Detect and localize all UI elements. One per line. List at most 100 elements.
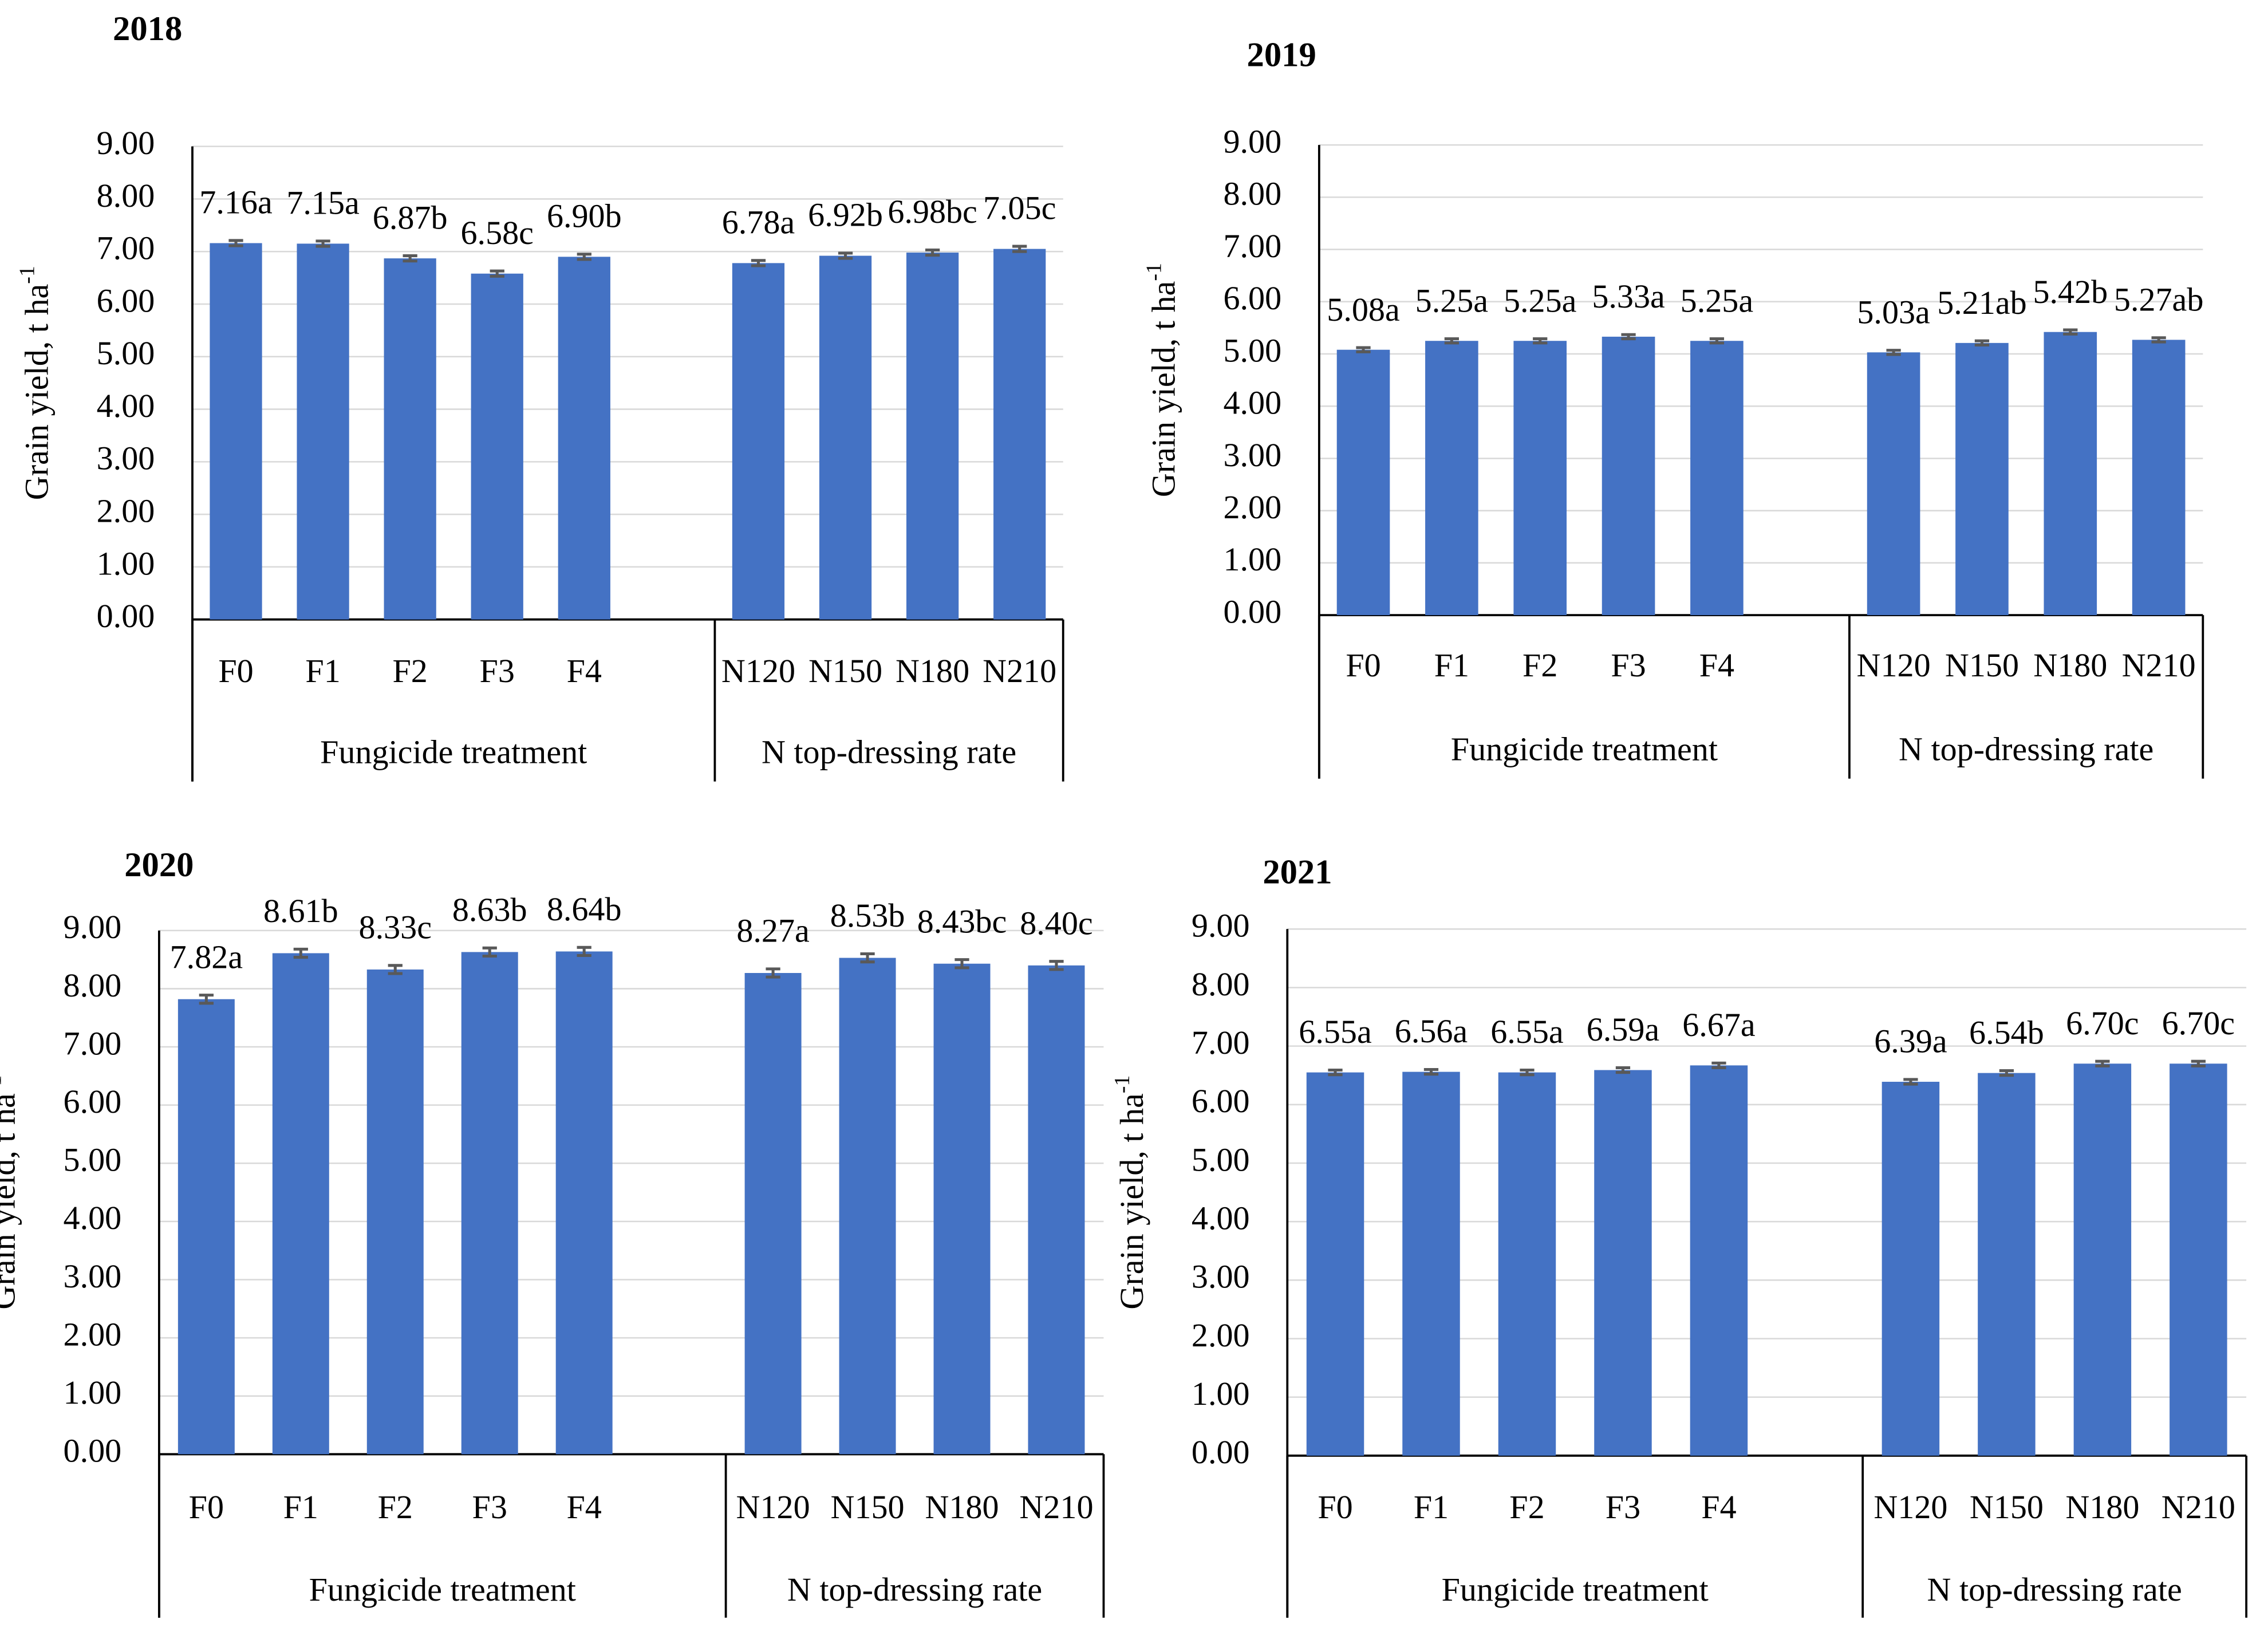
x-tick-label: N210 <box>983 652 1056 690</box>
y-tick-label: 7.00 <box>64 1025 122 1062</box>
error-bar <box>2151 336 2166 344</box>
error-bar <box>1356 346 1371 353</box>
x-tick-label: N150 <box>1945 647 2019 684</box>
value-label: 5.08a <box>1327 291 1399 328</box>
y-tick-label: 3.00 <box>97 440 155 477</box>
error-bar <box>1711 1061 1726 1069</box>
bar <box>384 258 436 620</box>
error-bar <box>1423 1067 1439 1076</box>
chart: 2019 Grain yield, t ha-1 0.00 1.00 2.00 3.00 4… <box>1142 36 2204 779</box>
y-tick-label: 8.00 <box>64 967 122 1004</box>
x-tick-label: N120 <box>736 1488 810 1526</box>
bar <box>1513 341 1567 616</box>
x-tick-label: N120 <box>721 652 795 690</box>
error-bar <box>403 254 417 263</box>
error-bar <box>293 947 308 959</box>
bar <box>1028 965 1085 1455</box>
y-axis-label-text: Grain yield, t ha <box>1145 281 1182 498</box>
bar <box>1306 1072 1364 1456</box>
bar <box>1425 341 1478 616</box>
error-bar <box>1903 1078 1918 1086</box>
y-tick-label: 3.00 <box>64 1258 122 1295</box>
x-tick-label: F1 <box>305 652 340 690</box>
bar <box>1402 1071 1460 1456</box>
y-tick-label: 6.00 <box>1192 1082 1250 1120</box>
chart: 2018 Grain yield, t ha-1 0.00 1.00 2.00 3.00 4… <box>15 10 1064 782</box>
value-label: 6.39a <box>1874 1023 1947 1060</box>
x-tick-label: N180 <box>925 1488 999 1526</box>
value-label: 8.61b <box>263 892 338 929</box>
value-label: 8.43bc <box>917 903 1007 940</box>
y-tick-label: 6.00 <box>97 282 155 319</box>
value-label: 6.55a <box>1299 1013 1371 1050</box>
x-tick-label: F4 <box>567 652 602 690</box>
y-tick-label: 7.00 <box>1223 227 1281 265</box>
value-label: 5.25a <box>1504 282 1576 319</box>
chart: 2021 Grain yield, t ha-1 0.00 1.00 2.00 3.00 4… <box>1110 853 2248 1618</box>
x-tick-label: F0 <box>1346 647 1380 684</box>
y-tick-label: 2.00 <box>64 1315 122 1353</box>
x-tick-label: F2 <box>1522 647 1557 684</box>
value-label: 8.40c <box>1020 904 1092 941</box>
value-label: 6.56a <box>1395 1013 1468 1050</box>
bar <box>819 255 872 620</box>
group-label: N top-dressing rate <box>762 733 1016 770</box>
error-bar <box>1444 337 1459 345</box>
bar <box>1690 341 1744 616</box>
x-tick-label: F1 <box>1414 1488 1449 1526</box>
error-bar <box>860 952 875 964</box>
x-tick-label: N180 <box>2065 1488 2139 1526</box>
y-tick-label: 5.00 <box>1192 1141 1250 1178</box>
error-bar <box>1709 337 1725 345</box>
error-bar <box>1615 1066 1631 1074</box>
error-bar <box>490 269 504 278</box>
x-tick-label: N210 <box>1019 1488 1093 1526</box>
y-tick-label: 0.00 <box>1192 1433 1250 1471</box>
bar <box>555 951 613 1455</box>
y-tick-label: 8.00 <box>97 177 155 214</box>
y-axis-label: Grain yield, t ha-1 <box>15 266 56 500</box>
value-label: 6.70c <box>2066 1004 2139 1042</box>
error-bar <box>1012 245 1027 253</box>
group-label: Fungicide treatment <box>309 1571 576 1608</box>
error-bar <box>388 964 403 975</box>
y-axis-label-sup: -1 <box>1110 1075 1134 1094</box>
error-bar <box>1621 333 1636 341</box>
y-axis-label-sup: -1 <box>15 266 39 284</box>
y-tick-label: 9.00 <box>1223 123 1281 160</box>
y-tick-label: 9.00 <box>1192 907 1250 944</box>
y-axis-label: Grain yield, t ha-1 <box>1110 1075 1151 1310</box>
y-axis-label: Grain yield, t ha-1 <box>0 1075 22 1310</box>
bar <box>2073 1063 2132 1456</box>
y-tick-label: 4.00 <box>64 1199 122 1236</box>
x-tick-label: F2 <box>378 1488 413 1526</box>
group-label: N top-dressing rate <box>1899 730 2153 767</box>
value-label: 7.05c <box>983 190 1056 227</box>
x-tick-label: N150 <box>1970 1488 2044 1526</box>
error-bar <box>482 946 497 958</box>
x-tick-label: N150 <box>808 652 882 690</box>
y-axis-label-text: Grain yield, t ha <box>1113 1093 1150 1310</box>
value-label: 6.70c <box>2162 1004 2235 1042</box>
x-tick-label: F1 <box>283 1488 318 1526</box>
x-tick-label: N210 <box>2122 647 2196 684</box>
error-bar <box>1974 339 1990 347</box>
value-label: 5.03a <box>1857 293 1930 330</box>
bar <box>1867 352 1920 616</box>
value-label: 6.55a <box>1490 1013 1563 1050</box>
error-bar <box>1328 1069 1343 1077</box>
error-bar <box>2063 328 2078 336</box>
chart-title: 2019 <box>1247 36 1316 74</box>
error-bar <box>1520 1069 1535 1077</box>
value-label: 5.42b <box>2033 273 2108 310</box>
bar <box>2132 340 2186 616</box>
value-label: 6.59a <box>1587 1011 1659 1048</box>
group-label: N top-dressing rate <box>1927 1571 2182 1608</box>
y-axis-label-sup: -1 <box>0 1075 6 1094</box>
y-tick-label: 7.00 <box>1192 1024 1250 1061</box>
error-bar <box>838 251 853 260</box>
chart-title: 2021 <box>1263 853 1332 892</box>
chart-title: 2020 <box>124 846 194 884</box>
y-tick-label: 1.00 <box>64 1374 122 1411</box>
